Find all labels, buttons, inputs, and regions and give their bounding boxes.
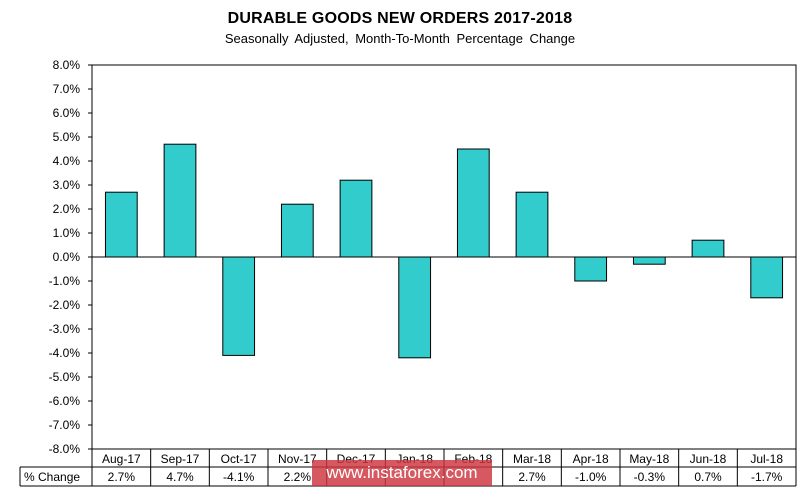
y-tick-label: 2.0% — [53, 202, 81, 216]
chart-title: DURABLE GOODS NEW ORDERS 2017-2018 — [227, 10, 573, 27]
y-tick-label: 8.0% — [53, 58, 81, 72]
y-tick-label: 6.0% — [53, 106, 81, 120]
x-category-label: Jul-18 — [750, 452, 783, 466]
table-value: -4.1% — [223, 470, 255, 484]
table-value: 4.7% — [166, 470, 194, 484]
table-value: 2.7% — [518, 470, 546, 484]
chart-subtitle: Seasonally Adjusted, Month-To-Month Perc… — [224, 31, 576, 46]
x-category-label: Mar-18 — [513, 452, 551, 466]
bar-oct-17 — [222, 256, 256, 356]
y-tick-label: 7.0% — [53, 82, 81, 96]
y-tick-label: -5.0% — [49, 370, 81, 384]
bar-feb-18 — [456, 148, 490, 258]
y-tick-label: -7.0% — [49, 418, 81, 432]
x-category-label: Jun-18 — [690, 452, 727, 466]
bar-may-18 — [632, 256, 666, 265]
bar-apr-18 — [574, 256, 608, 282]
y-tick-label: -8.0% — [49, 442, 81, 456]
y-tick-label: -2.0% — [49, 298, 81, 312]
bar-jun-18 — [691, 239, 725, 258]
watermark: www.instaforex.com — [312, 460, 492, 486]
x-category-label: May-18 — [629, 452, 669, 466]
x-category-label: Apr-18 — [573, 452, 609, 466]
table-value: -1.0% — [575, 470, 607, 484]
x-category-label: Sep-17 — [161, 452, 200, 466]
y-tick-label: 4.0% — [53, 154, 81, 168]
bar-jul-18 — [750, 256, 784, 299]
table-row-label: % Change — [24, 470, 80, 484]
x-category-label: Aug-17 — [102, 452, 141, 466]
table-value: -1.7% — [751, 470, 783, 484]
y-tick-label: 5.0% — [53, 130, 81, 144]
y-tick-label: 0.0% — [53, 250, 81, 264]
y-tick-label: -1.0% — [49, 274, 81, 288]
bar-sep-17 — [163, 143, 197, 258]
table-value: 2.2% — [284, 470, 312, 484]
y-tick-label: -3.0% — [49, 322, 81, 336]
table-value: -0.3% — [634, 470, 666, 484]
bar-mar-18 — [515, 191, 549, 258]
y-tick-label: 3.0% — [53, 178, 81, 192]
bar-dec-17 — [339, 179, 373, 258]
bar-aug-17 — [104, 191, 138, 258]
y-tick-label: -6.0% — [49, 394, 81, 408]
table-value: 0.7% — [694, 470, 722, 484]
x-category-label: Oct-17 — [221, 452, 257, 466]
bar-jan-18 — [398, 256, 432, 359]
y-tick-label: -4.0% — [49, 346, 81, 360]
y-tick-label: 1.0% — [53, 226, 81, 240]
table-value: 2.7% — [108, 470, 136, 484]
x-category-label: Nov-17 — [278, 452, 317, 466]
bar-nov-17 — [280, 203, 314, 258]
